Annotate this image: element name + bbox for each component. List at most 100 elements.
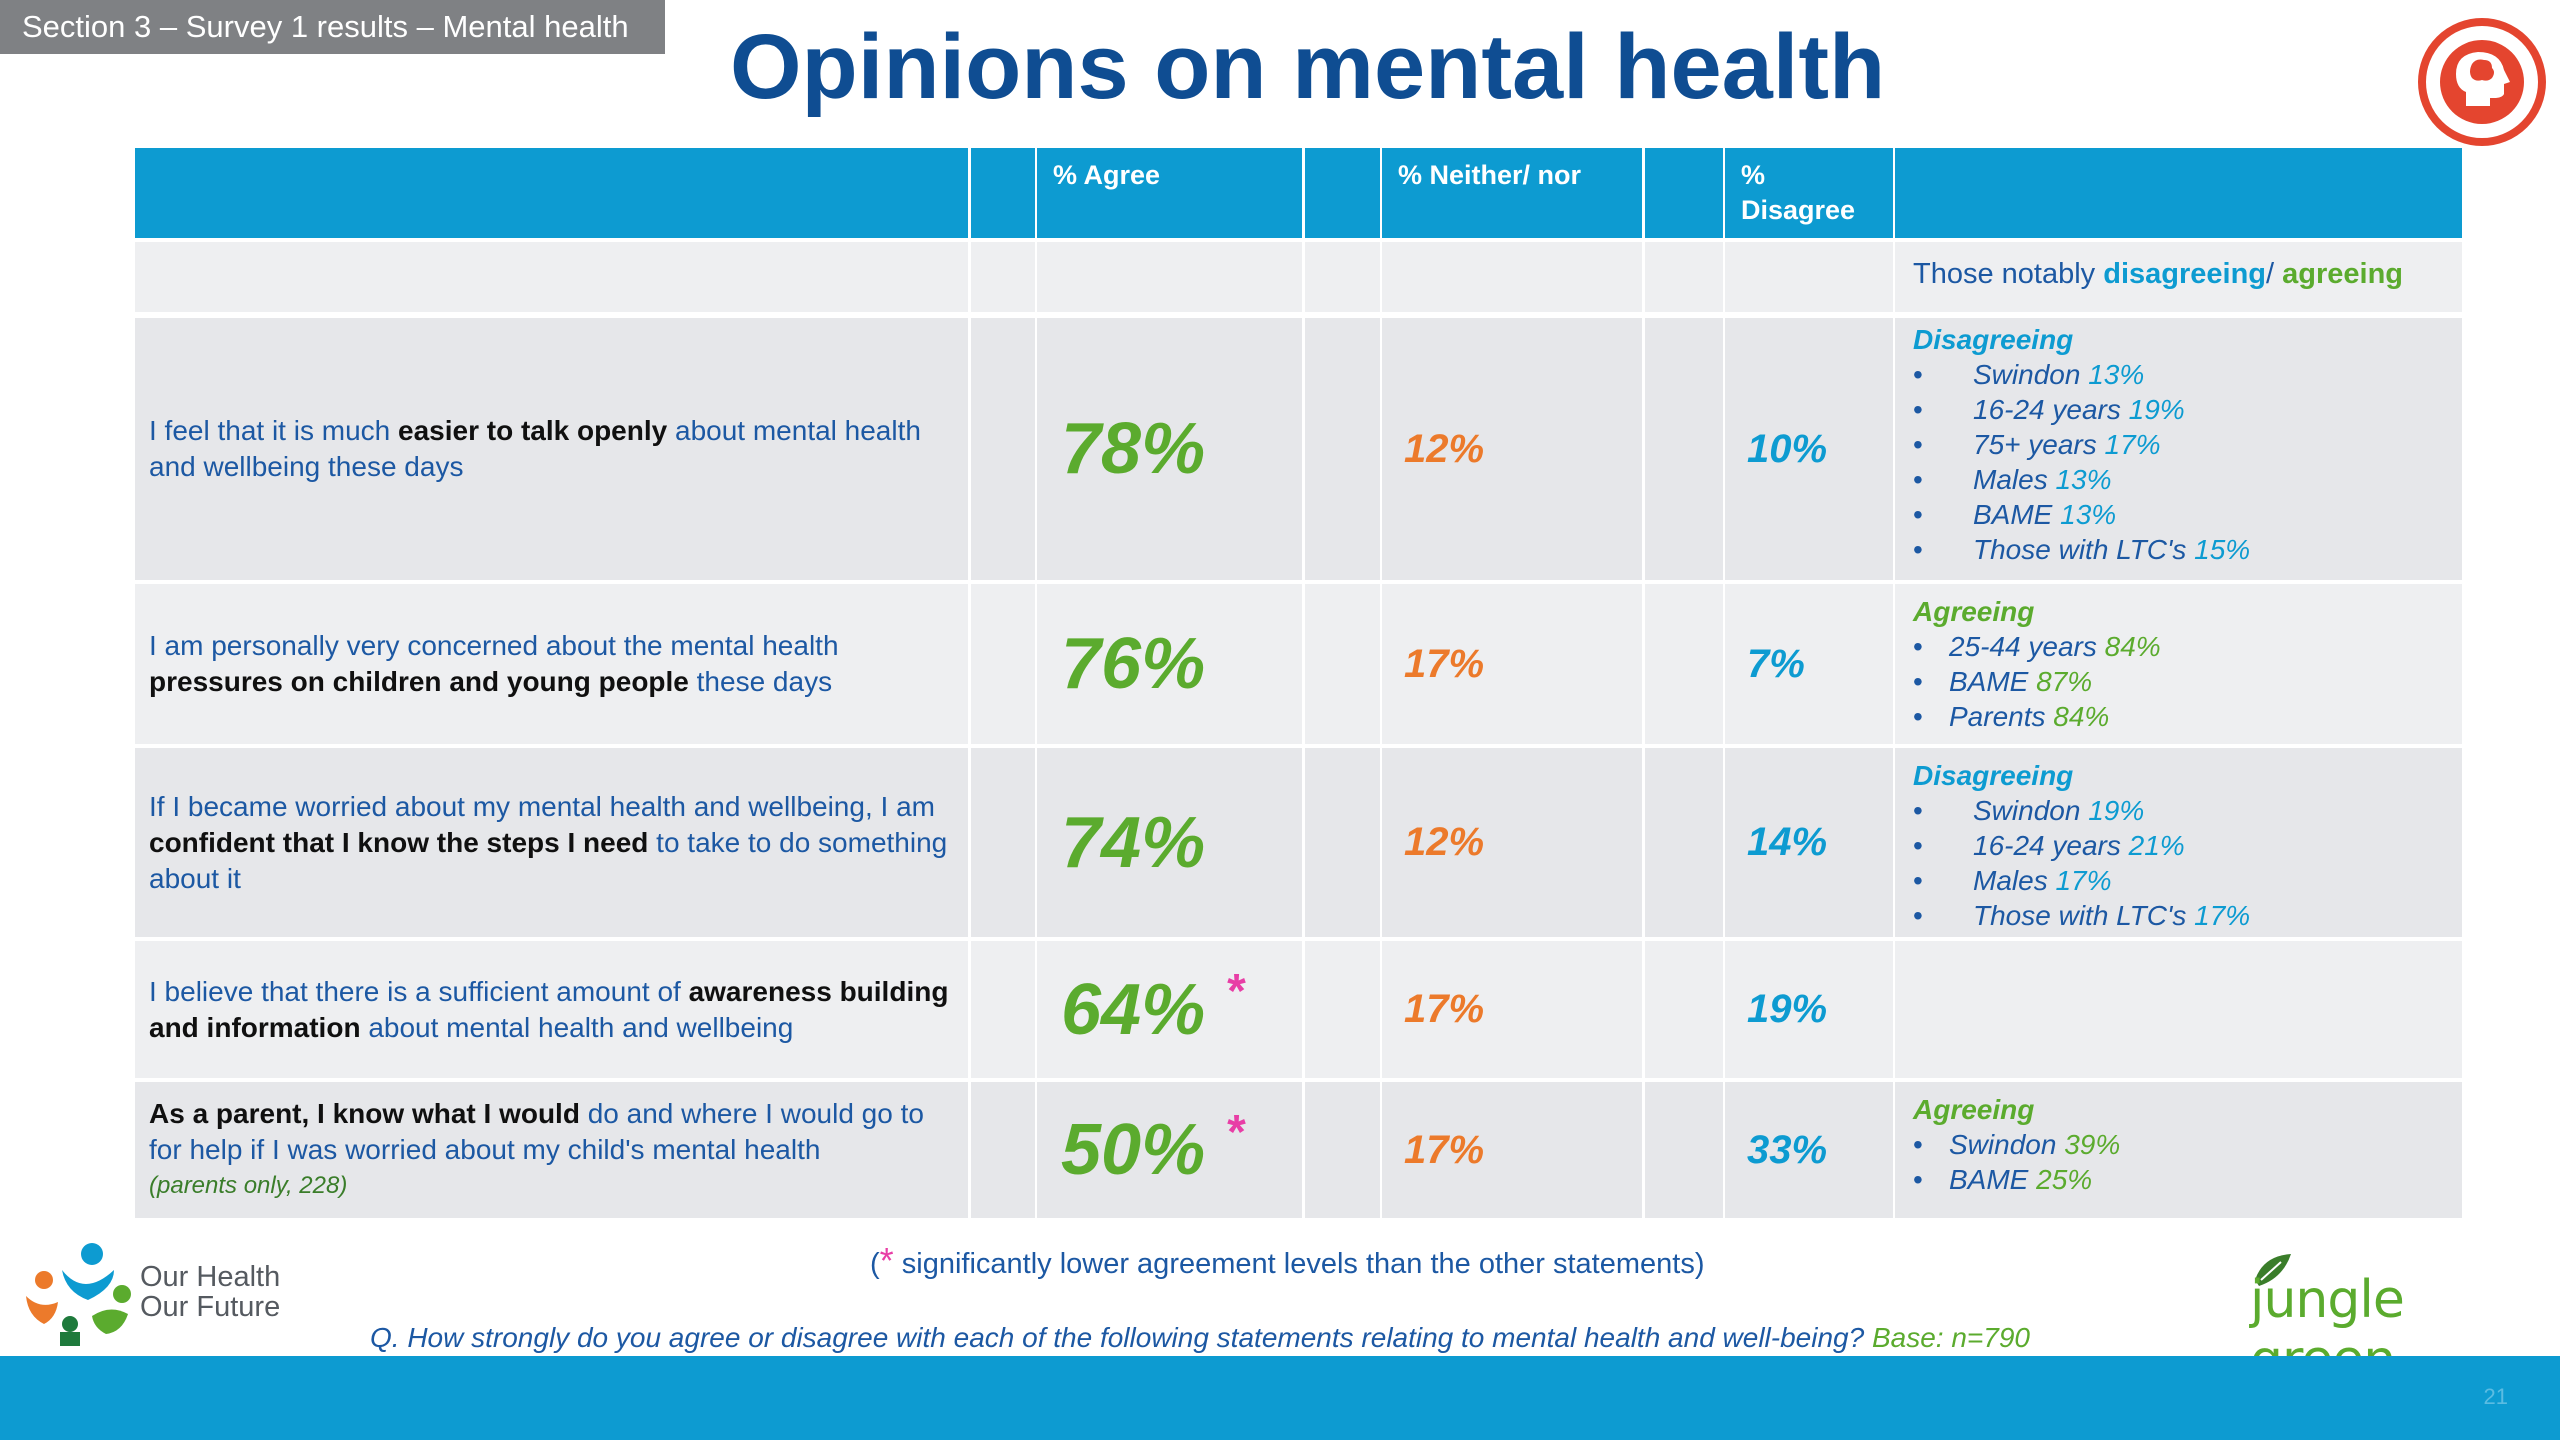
notes-item-label: Males (1973, 464, 2048, 495)
notes-item-label: Swindon (1949, 1129, 2057, 1160)
bullet-icon: • (1913, 1164, 1923, 1195)
header-agree: % Agree (1037, 148, 1302, 238)
notes-item-value: 19% (2088, 795, 2145, 826)
spacer-cell (1645, 584, 1723, 744)
bullet-icon: • (1913, 534, 1923, 565)
statement-text: If I became worried about my mental heal… (149, 789, 954, 897)
footnote-star: * (879, 1240, 894, 1281)
bullet-icon: • (1913, 394, 1923, 425)
significance-star: * (1227, 965, 1246, 1018)
agree-value: 50% (1061, 1110, 1206, 1190)
footnote: (* significantly lower agreement levels … (870, 1240, 1704, 1282)
neither-cell: 17% (1382, 584, 1642, 744)
disagree-cell: 10% (1725, 318, 1893, 580)
statement-b1: confident that I know the steps I need (149, 826, 649, 858)
neither-value: 12% (1404, 820, 1485, 864)
statement-s1: I feel that it is much (149, 415, 398, 446)
notes-item-value: 87% (2036, 666, 2093, 697)
jungle-green-leaf-icon (2255, 1254, 2291, 1286)
spacer-cell (1305, 584, 1380, 744)
statement-s2: to take to do something about it (149, 826, 948, 894)
notes-item: • Swindon 39% (1913, 1127, 2444, 1162)
statement-cell: I believe that there is a sufficient amo… (135, 941, 968, 1078)
subheader-statement (135, 242, 968, 312)
statement-b1: pressures on children and young people (149, 666, 689, 697)
header-disagree: % Disagree (1725, 148, 1893, 238)
notes-item-value: 13% (2055, 464, 2112, 495)
neither-value: 17% (1404, 987, 1485, 1031)
bullet-icon: • (1913, 631, 1923, 662)
notes-item-value: 15% (2194, 534, 2251, 565)
subgroup-notes: Disagreeing • Swindon 19% • 16-24 years 21% •… (1895, 748, 2462, 937)
notes-heading: Agreeing (1913, 596, 2035, 627)
subheader-agree (1037, 242, 1302, 312)
section-label: Section 3 – Survey 1 results – Mental he… (0, 0, 665, 54)
notes-item: • 16-24 years 21% (1913, 828, 2444, 863)
notes-item-label: Those with LTC's (1973, 900, 2187, 931)
header-neither: % Neither/ nor (1382, 148, 1642, 238)
header-notes (1895, 148, 2462, 238)
notably-caption: Those notably disagreeing/ agreeing (1895, 242, 2462, 312)
notes-item: • Those with LTC's 17% (1913, 898, 2444, 933)
statement-text: I believe that there is a sufficient amo… (149, 974, 954, 1046)
notes-item-label: Swindon (1973, 359, 2081, 390)
spacer-cell (1645, 318, 1723, 580)
notes-item: • Males 13% (1913, 462, 2444, 497)
question-text: Q. How strongly do you agree or disagree… (370, 1322, 1872, 1353)
subheader-disagree (1725, 242, 1893, 312)
statement-cell: As a parent, I know what I would do and … (135, 1082, 968, 1218)
header-disagree-line1: % (1741, 160, 1766, 190)
neither-cell: 17% (1382, 941, 1642, 1078)
notes-item-value: 17% (2055, 865, 2112, 896)
bullet-icon: • (1913, 464, 1923, 495)
notes-item: • Those with LTC's 15% (1913, 532, 2444, 567)
neither-cell: 12% (1382, 748, 1642, 937)
notes-heading: Disagreeing (1913, 760, 2074, 791)
header-spacer-3 (1645, 148, 1723, 238)
disagree-value: 7% (1747, 641, 1805, 686)
agree-cell: 74% (1037, 748, 1302, 937)
disagree-value: 33% (1747, 1127, 1828, 1172)
bullet-icon: • (1913, 701, 1923, 732)
notes-item: • Males 17% (1913, 863, 2444, 898)
statement-s2: do and where I would go to for help if I… (149, 1098, 924, 1165)
ohof-line1: Our Health (140, 1261, 281, 1293)
header-disagree-line2: Disagree (1741, 195, 1856, 225)
spacer-cell (1305, 748, 1380, 937)
notes-item-value: 19% (2128, 394, 2185, 425)
bottom-bar (0, 1356, 2560, 1440)
neither-cell: 17% (1382, 1082, 1642, 1218)
statement-cell: If I became worried about my mental heal… (135, 748, 968, 937)
notes-item: • Swindon 13% (1913, 357, 2444, 392)
footnote-open: ( (870, 1248, 880, 1280)
significance-star: * (1227, 1105, 1246, 1159)
notes-item: • 16-24 years 19% (1913, 392, 2444, 427)
statement-cell: I am personally very concerned about the… (135, 584, 968, 744)
spacer-cell (1305, 318, 1380, 580)
statement-text: I am personally very concerned about the… (149, 628, 954, 700)
neither-value: 17% (1404, 1127, 1485, 1172)
spacer-cell (1645, 748, 1723, 937)
notes-item: • Parents 84% (1913, 699, 2444, 734)
notes-item: • 75+ years 17% (1913, 427, 2444, 462)
notes-item-value: 39% (2064, 1129, 2121, 1160)
results-table: % Agree % Neither/ nor % Disagree Those … (135, 148, 2462, 1218)
notes-heading: Disagreeing (1913, 324, 2074, 355)
disagree-cell: 19% (1725, 941, 1893, 1078)
notes-item-label: Swindon (1973, 795, 2081, 826)
page-number: 21 (2483, 1384, 2508, 1409)
spacer-cell (971, 1082, 1035, 1218)
notes-item-label: 16-24 years (1973, 830, 2121, 861)
statement-b1: As a parent, I know what I would (149, 1098, 580, 1129)
disagree-value: 19% (1747, 987, 1828, 1031)
agree-value: 76% (1061, 624, 1206, 704)
agree-cell: 76% (1037, 584, 1302, 744)
spacer-cell (1645, 1082, 1723, 1218)
notes-item: • BAME 13% (1913, 497, 2444, 532)
notes-item-value: 84% (2053, 701, 2110, 732)
notably-disagreeing: disagreeing (2103, 258, 2267, 290)
statement-b1: awareness building and information (149, 975, 949, 1043)
notes-item-label: 25-44 years (1949, 631, 2097, 662)
disagree-cell: 33% (1725, 1082, 1893, 1218)
statement-s1: I believe that there is a sufficient amo… (149, 975, 689, 1007)
